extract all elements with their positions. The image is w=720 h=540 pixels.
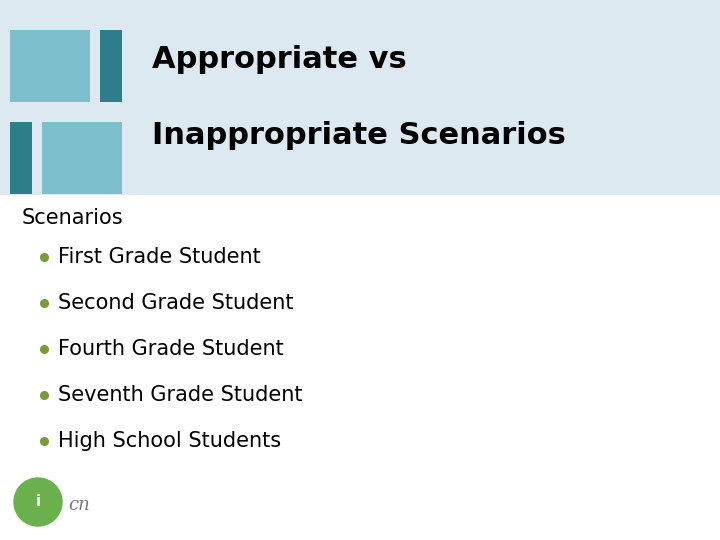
Text: Inappropriate Scenarios: Inappropriate Scenarios bbox=[152, 120, 566, 150]
Bar bbox=[10, 122, 32, 194]
Text: Seventh Grade Student: Seventh Grade Student bbox=[58, 385, 302, 405]
Text: High School Students: High School Students bbox=[58, 431, 281, 451]
Text: Scenarios: Scenarios bbox=[22, 208, 124, 228]
Bar bbox=[42, 122, 122, 194]
Bar bbox=[100, 30, 122, 102]
Text: First Grade Student: First Grade Student bbox=[58, 247, 261, 267]
Circle shape bbox=[14, 478, 62, 526]
Bar bbox=[10, 30, 90, 102]
Text: Appropriate vs: Appropriate vs bbox=[152, 45, 407, 75]
Text: i: i bbox=[35, 494, 40, 509]
Text: Second Grade Student: Second Grade Student bbox=[58, 293, 294, 313]
Text: Fourth Grade Student: Fourth Grade Student bbox=[58, 339, 284, 359]
FancyBboxPatch shape bbox=[0, 0, 720, 195]
Text: cn: cn bbox=[68, 496, 90, 514]
